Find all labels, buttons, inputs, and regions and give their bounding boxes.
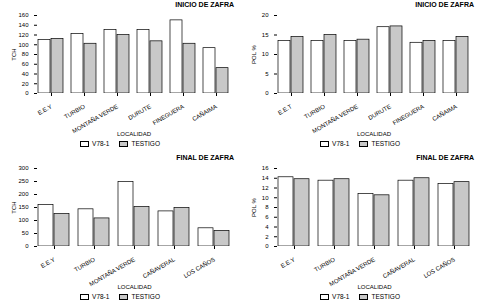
svg-text:0: 0 [25, 90, 29, 96]
svg-text:FINEGUERA: FINEGUERA [152, 103, 185, 126]
svg-text:LOS CAÑOS: LOS CAÑOS [183, 256, 216, 279]
svg-text:CAÑAVERAL: CAÑAVERAL [382, 256, 417, 279]
svg-text:CAÑAIMA: CAÑAIMA [431, 103, 458, 122]
svg-text:16: 16 [262, 165, 269, 171]
svg-text:0: 0 [265, 90, 269, 96]
svg-text:160: 160 [18, 12, 29, 18]
svg-text:12: 12 [262, 185, 269, 191]
svg-text:40: 40 [22, 71, 29, 77]
svg-text:CAÑAVERAL: CAÑAVERAL [142, 256, 177, 279]
svg-text:8: 8 [265, 204, 269, 210]
svg-text:100: 100 [18, 42, 29, 48]
svg-text:0: 0 [25, 243, 29, 249]
svg-text:DURUTE: DURUTE [127, 103, 152, 121]
svg-text:TURBIO: TURBIO [73, 256, 96, 273]
html-text:TESTIGO: TESTIGO [131, 140, 160, 147]
svg-text:TURBIO: TURBIO [63, 103, 86, 120]
svg-text:120: 120 [18, 32, 29, 38]
svg-text:10: 10 [262, 195, 269, 201]
svg-text:CAÑAIMA: CAÑAIMA [191, 103, 218, 122]
svg-text:200: 200 [18, 191, 29, 197]
html-text:INICIO DE ZAFRA: INICIO DE ZAFRA [415, 1, 474, 8]
svg-text:POL %: POL % [251, 197, 257, 216]
svg-text:LOCALIDAD: LOCALIDAD [357, 284, 392, 290]
svg-text:TCH: TCH [11, 201, 17, 213]
html-text:V78-1: V78-1 [92, 293, 110, 300]
svg-text:4: 4 [265, 224, 269, 230]
svg-text:MONTAÑA VERDE: MONTAÑA VERDE [88, 256, 136, 288]
html-text:V78-1: V78-1 [332, 293, 350, 300]
svg-text:LOCALIDAD: LOCALIDAD [117, 284, 152, 290]
html-text:INICIO DE ZAFRA: INICIO DE ZAFRA [175, 1, 234, 8]
svg-text:TURBIO: TURBIO [313, 256, 336, 273]
svg-text:TCH: TCH [11, 48, 17, 60]
html-text:FINAL DE ZAFRA: FINAL DE ZAFRA [416, 154, 474, 161]
svg-text:300: 300 [18, 165, 29, 171]
svg-text:0: 0 [265, 243, 269, 249]
svg-text:6: 6 [265, 214, 269, 220]
html-text:TESTIGO: TESTIGO [371, 140, 400, 147]
svg-text:150: 150 [18, 204, 29, 210]
svg-text:20: 20 [22, 81, 29, 87]
html-text:V78-1: V78-1 [332, 140, 350, 147]
svg-text:50: 50 [22, 230, 29, 236]
svg-text:E.E.Y: E.E.Y [37, 103, 53, 116]
html-text:TESTIGO: TESTIGO [131, 293, 160, 300]
html-text:FINAL DE ZAFRA: FINAL DE ZAFRA [176, 154, 234, 161]
svg-text:100: 100 [18, 217, 29, 223]
svg-text:20: 20 [262, 12, 269, 18]
html-text:V78-1: V78-1 [92, 140, 110, 147]
svg-text:E.E.Y: E.E.Y [280, 256, 296, 269]
svg-text:DURUTE: DURUTE [367, 103, 392, 121]
svg-text:LOCALIDAD: LOCALIDAD [117, 131, 152, 137]
svg-text:60: 60 [22, 61, 29, 67]
svg-text:80: 80 [22, 51, 29, 57]
svg-text:E.E.Y: E.E.Y [40, 256, 56, 269]
svg-text:MONTAÑA VERDE: MONTAÑA VERDE [328, 256, 376, 288]
svg-text:140: 140 [18, 22, 29, 28]
svg-text:MONTAÑA VERDE: MONTAÑA VERDE [311, 103, 359, 134]
svg-text:LOS CAÑOS: LOS CAÑOS [423, 256, 456, 279]
svg-text:FINEGUERA: FINEGUERA [392, 103, 425, 126]
svg-text:15: 15 [262, 32, 269, 38]
svg-text:2: 2 [265, 234, 269, 240]
svg-text:14: 14 [262, 175, 269, 181]
svg-text:10: 10 [262, 51, 269, 57]
svg-text:LOCALIDAD: LOCALIDAD [357, 131, 392, 137]
svg-text:POL %: POL % [251, 44, 257, 63]
svg-text:MONTAÑA VERDE: MONTAÑA VERDE [71, 103, 119, 134]
svg-text:E.E.T: E.E.T [277, 103, 293, 116]
html-text:TESTIGO: TESTIGO [371, 293, 400, 300]
svg-text:250: 250 [18, 178, 29, 184]
svg-text:TURBIO: TURBIO [303, 103, 326, 120]
svg-text:5: 5 [265, 71, 269, 77]
